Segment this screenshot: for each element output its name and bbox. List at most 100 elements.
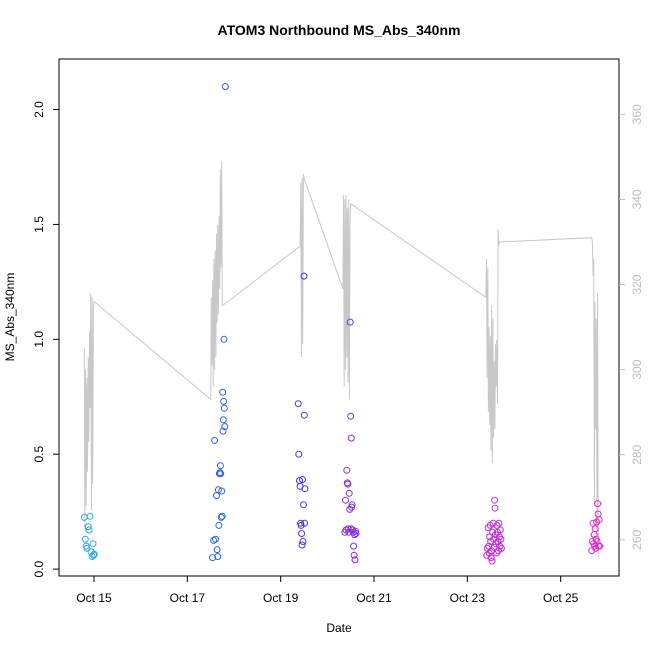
data-point	[83, 544, 91, 552]
data-point	[217, 513, 225, 521]
data-point	[88, 553, 96, 560]
data-point	[496, 526, 504, 534]
data-point	[348, 501, 356, 509]
data-point	[352, 530, 360, 537]
data-point	[347, 434, 355, 442]
data-point	[300, 411, 308, 419]
data-point	[497, 535, 505, 543]
data-point	[350, 551, 358, 559]
data-point	[220, 335, 228, 343]
data-point	[497, 544, 505, 552]
y2-tick-label: 280	[630, 444, 644, 464]
x-axis-title: Date	[326, 621, 352, 635]
data-point	[487, 554, 495, 562]
data-point	[301, 519, 309, 527]
data-point	[345, 489, 353, 497]
data-point	[220, 404, 228, 412]
x-tick-label: Oct 21	[356, 591, 392, 605]
x-tick-label: Oct 15	[76, 591, 112, 605]
data-point	[344, 480, 352, 488]
data-point	[213, 492, 220, 500]
data-point	[299, 538, 307, 545]
data-point	[214, 553, 222, 560]
data-point	[301, 485, 309, 493]
data-point	[491, 504, 499, 512]
plot-area	[80, 83, 604, 565]
data-point	[218, 487, 226, 495]
data-point	[492, 531, 499, 539]
data-point	[493, 549, 500, 557]
x-tick-label: Oct 17	[170, 591, 206, 605]
data-point	[295, 450, 303, 458]
data-point	[589, 519, 597, 527]
data-point	[80, 513, 88, 521]
data-point	[219, 416, 227, 424]
data-point	[218, 512, 226, 520]
data-point	[81, 535, 89, 543]
data-point	[209, 554, 217, 562]
data-point	[221, 83, 229, 91]
data-point	[347, 412, 355, 420]
y2-tick-label: 260	[630, 529, 644, 549]
plot-frame	[58, 58, 620, 577]
data-point	[86, 512, 94, 520]
data-point	[595, 516, 603, 524]
data-point	[343, 466, 351, 474]
data-point	[351, 556, 359, 564]
data-point	[85, 526, 93, 534]
data-point	[492, 540, 500, 548]
data-point	[213, 546, 221, 554]
data-point	[495, 519, 503, 527]
y-tick-label: 0.5	[32, 446, 46, 463]
data-point	[219, 388, 227, 396]
data-point	[596, 542, 604, 550]
data-point	[488, 557, 496, 565]
y2-tick-label: 340	[630, 189, 644, 209]
y-tick-label: 1.0	[32, 331, 46, 348]
data-point	[298, 530, 306, 537]
data-point	[294, 400, 302, 408]
data-point	[298, 541, 306, 549]
data-point	[351, 531, 359, 539]
data-point	[220, 397, 228, 405]
data-point	[594, 500, 602, 508]
y-axis-title: MS_Abs_340nm	[3, 273, 17, 362]
chart-title: ATOM3 Northbound MS_Abs_340nm	[218, 22, 461, 38]
data-point	[350, 542, 358, 550]
data-point	[297, 521, 305, 529]
y-tick-label: 0.0	[32, 560, 46, 577]
x-tick-label: Oct 19	[263, 591, 299, 605]
data-point	[591, 525, 599, 533]
x-tick-label: Oct 23	[450, 591, 486, 605]
data-point	[484, 524, 492, 532]
data-point	[342, 496, 349, 504]
data-point	[210, 536, 218, 544]
data-point	[90, 550, 98, 558]
axes: Oct 15 Oct 17 Oct 19 Oct 21 Oct 23 Oct 25 0.0 0…	[32, 101, 644, 605]
data-point	[215, 521, 223, 529]
data-point	[89, 540, 97, 548]
data-point	[216, 469, 224, 477]
data-point	[346, 318, 354, 326]
y-tick-label: 2.0	[32, 101, 46, 118]
y2-tick-label: 300	[630, 359, 644, 379]
data-point	[493, 521, 501, 529]
data-point	[211, 436, 219, 444]
data-point	[344, 525, 352, 533]
y2-tick-label: 320	[630, 274, 644, 294]
data-point	[221, 423, 229, 431]
data-point	[219, 427, 227, 435]
data-point	[491, 496, 499, 504]
data-point	[214, 486, 222, 494]
data-point	[300, 272, 308, 280]
x-tick-label: Oct 25	[543, 591, 579, 605]
data-point	[300, 501, 307, 509]
data-point	[217, 470, 225, 478]
y-tick-label: 1.5	[32, 216, 46, 233]
data-point	[485, 549, 493, 557]
secondary-series-line	[83, 161, 599, 557]
data-point	[216, 462, 224, 470]
data-point	[212, 535, 219, 543]
data-point	[299, 476, 306, 483]
